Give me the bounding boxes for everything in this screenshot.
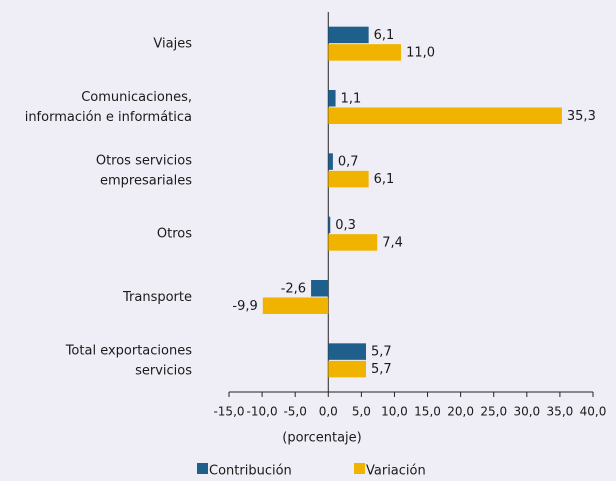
value-label: 0,7 bbox=[338, 155, 359, 170]
value-label: 35,3 bbox=[567, 109, 596, 124]
bar bbox=[328, 343, 366, 360]
bar bbox=[311, 280, 329, 297]
value-label: 0,3 bbox=[335, 218, 356, 233]
bar bbox=[328, 216, 331, 234]
bar bbox=[328, 360, 366, 378]
x-axis-label: (porcentaje) bbox=[282, 431, 361, 446]
category-label: Transporte bbox=[122, 290, 192, 305]
x-tick-label: 20,0 bbox=[447, 405, 474, 419]
value-label: -9,9 bbox=[232, 299, 257, 314]
value-label: 5,7 bbox=[371, 345, 392, 360]
category-label: Otros bbox=[157, 226, 192, 241]
bar bbox=[328, 153, 333, 170]
x-tick-label: -10,0 bbox=[247, 405, 278, 419]
bar bbox=[328, 107, 562, 124]
value-label: 11,0 bbox=[406, 45, 435, 60]
bar bbox=[328, 26, 369, 44]
x-tick-label: 30,0 bbox=[513, 405, 540, 419]
x-tick-label: 5,0 bbox=[352, 405, 371, 419]
value-label: 5,7 bbox=[371, 362, 392, 377]
value-label: 1,1 bbox=[341, 91, 362, 106]
category-label: Otros servicios empresariales bbox=[96, 153, 192, 188]
bar bbox=[328, 44, 402, 61]
value-label: -2,6 bbox=[281, 281, 306, 296]
legend-label: Variación bbox=[366, 464, 426, 479]
value-label: 7,4 bbox=[382, 235, 403, 250]
x-tick-label: 0,0 bbox=[319, 405, 338, 419]
x-tick-label: 40,0 bbox=[580, 405, 607, 419]
x-tick-label: -5,0 bbox=[283, 405, 306, 419]
value-label: 6,1 bbox=[374, 172, 395, 187]
x-tick-label: 15,0 bbox=[414, 405, 441, 419]
legend-swatch bbox=[197, 463, 208, 474]
value-label: 6,1 bbox=[374, 28, 395, 43]
legend-swatch bbox=[354, 463, 365, 474]
x-tick-label: 25,0 bbox=[480, 405, 507, 419]
x-tick-label: 10,0 bbox=[381, 405, 408, 419]
x-tick-label: 35,0 bbox=[547, 405, 574, 419]
bar bbox=[262, 297, 329, 314]
category-label: Comunicaciones, información e informática bbox=[25, 90, 192, 125]
bar bbox=[328, 234, 378, 251]
x-tick-label: -15,0 bbox=[213, 405, 244, 419]
bar bbox=[328, 90, 336, 107]
legend-label: Contribución bbox=[209, 464, 292, 479]
category-label: Total exportaciones servicios bbox=[65, 343, 193, 378]
bar bbox=[328, 170, 369, 188]
category-label: Viajes bbox=[153, 36, 192, 51]
